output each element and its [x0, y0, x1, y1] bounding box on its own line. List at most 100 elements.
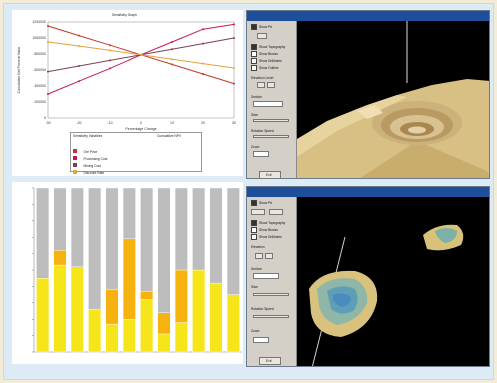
bar-segment [209, 187, 223, 284]
checkbox-icon[interactable] [251, 234, 257, 241]
level-up-button[interactable] [267, 82, 275, 88]
line-legend: Sensitivity Variables Cumulative NPV Ore… [70, 132, 202, 175]
toggle-show-topography[interactable]: Show Topography [251, 43, 294, 51]
level-down-button[interactable] [257, 82, 265, 88]
exit-button-top[interactable]: Exit [259, 171, 281, 179]
series-point [78, 45, 80, 47]
bar-segment [70, 266, 84, 353]
toggle-show-drillholes[interactable]: Show Drillholes [251, 57, 294, 65]
bar-segment [36, 187, 50, 279]
legend-label-processing-cost: Processing Cost [83, 157, 108, 161]
toggle-show-pit[interactable]: Show Pit [251, 23, 294, 31]
option-button-bottom-a[interactable] [251, 209, 265, 215]
zoom-input-bottom[interactable] [253, 337, 269, 343]
bar-segment [157, 187, 171, 313]
series-point [78, 80, 80, 83]
checkbox-icon[interactable] [251, 51, 257, 58]
elevation-label-bottom: Elevation [251, 245, 265, 249]
bar-segment [122, 318, 136, 353]
bar-segment [36, 277, 50, 353]
checkbox-icon[interactable] [251, 220, 257, 227]
slice-slider[interactable] [253, 119, 289, 122]
y-tick-label: 800000 [34, 52, 46, 56]
series-point [171, 41, 173, 43]
series-point [171, 48, 173, 51]
zoom-label: Zoom [251, 145, 260, 149]
series-point [47, 70, 49, 73]
checkbox-icon[interactable] [251, 200, 257, 207]
toggle-show-outline[interactable]: Show Outline [251, 64, 294, 72]
3d-viewport-bottom[interactable] [297, 197, 489, 366]
option-button-top[interactable] [257, 33, 267, 39]
series-point [171, 58, 173, 61]
bar-segment [209, 282, 223, 353]
bar-segment [122, 187, 136, 240]
3d-viewport-top[interactable] [297, 21, 489, 178]
checkbox-icon[interactable] [251, 65, 257, 72]
bar-segment [105, 323, 119, 353]
slice-slider-bottom[interactable] [253, 293, 289, 296]
toggle-show-drillholes-bottom[interactable]: Show Drillholes [251, 233, 294, 241]
zoom-input[interactable] [253, 151, 269, 157]
bar-segment [53, 264, 67, 353]
pit-topography-render [297, 21, 489, 178]
section-select[interactable] [253, 101, 283, 107]
x-tick-label: 20 [201, 121, 205, 125]
legend-row-processing-cost: Processing Cost [73, 147, 107, 165]
x-tick-label: 10 [170, 121, 174, 125]
x-tick-label: 0 [140, 121, 142, 125]
bar-segment [105, 289, 119, 325]
toggle-show-topography-bottom[interactable]: Show Topography [251, 219, 294, 227]
bar-segment [174, 187, 188, 271]
series-point [47, 41, 49, 43]
section-label-bottom: Section [251, 267, 262, 271]
level-down-button-bottom[interactable] [255, 253, 263, 259]
series-point [233, 23, 235, 26]
option-button-bottom-b[interactable] [269, 209, 283, 215]
y-tick-label: 200000 [34, 100, 46, 104]
checkbox-icon[interactable] [251, 58, 257, 65]
bar-segment [140, 187, 154, 292]
series-point [233, 37, 235, 39]
series-point [233, 67, 235, 69]
section-select-bottom[interactable] [253, 273, 279, 279]
legend-row-mining-cost: Mining Cost [73, 154, 101, 172]
stacked-bar-chart [32, 187, 242, 353]
stacked-bar-panel [12, 182, 243, 364]
section-label: Section [251, 95, 262, 99]
bar-segment [122, 238, 136, 320]
bar-segment [174, 269, 188, 323]
legend-swatch-discount-rate [73, 170, 77, 174]
bar-segment [105, 187, 119, 290]
rotation-speed-label-bottom: Rotation Speed [251, 307, 274, 311]
ore-body-render [309, 224, 464, 366]
sensitivity-line-chart: 120000010000008000006000004000002000000-… [17, 20, 236, 131]
level-up-button-bottom[interactable] [265, 253, 273, 259]
checkbox-icon[interactable] [251, 227, 257, 234]
bar-segment [174, 322, 188, 353]
toggle-show-blocks-bottom[interactable]: Show Blocks [251, 226, 294, 234]
bar-segment [88, 309, 102, 353]
legend-label-mining-cost: Mining Cost [83, 164, 101, 168]
toggle-show-blocks[interactable]: Show Blocks [251, 50, 294, 58]
control-sidebar-bottom: Show Pit Show Topography Show Blocks Sho… [247, 197, 297, 366]
checkbox-icon[interactable] [251, 24, 257, 31]
window-titlebar-top[interactable]: 3D Visualization Window [247, 11, 489, 25]
speed-slider[interactable] [253, 135, 289, 138]
visualization-window-top[interactable]: 3D Visualization Window Show Pit Show To… [246, 10, 490, 179]
series-point [109, 44, 111, 47]
y-tick-label: 0 [44, 116, 46, 120]
slice-label-bottom: Slice [251, 285, 259, 289]
speed-slider-bottom[interactable] [253, 315, 289, 318]
checkbox-icon[interactable] [251, 44, 257, 51]
y-axis-label: Cumulative Net Present Value [17, 47, 21, 94]
window-titlebar-bottom[interactable]: 3D Visualization Window [247, 187, 489, 201]
exit-button-bottom[interactable]: Exit [259, 357, 281, 365]
series-point [202, 62, 204, 65]
toggle-show-pit-bottom[interactable]: Show Pit [251, 199, 294, 207]
bar-segment [53, 250, 67, 266]
series-point [47, 93, 49, 95]
series-point [78, 65, 80, 67]
series-point [202, 73, 204, 75]
visualization-window-bottom[interactable]: 3D Visualization Window Show Pit Show To… [246, 186, 490, 367]
